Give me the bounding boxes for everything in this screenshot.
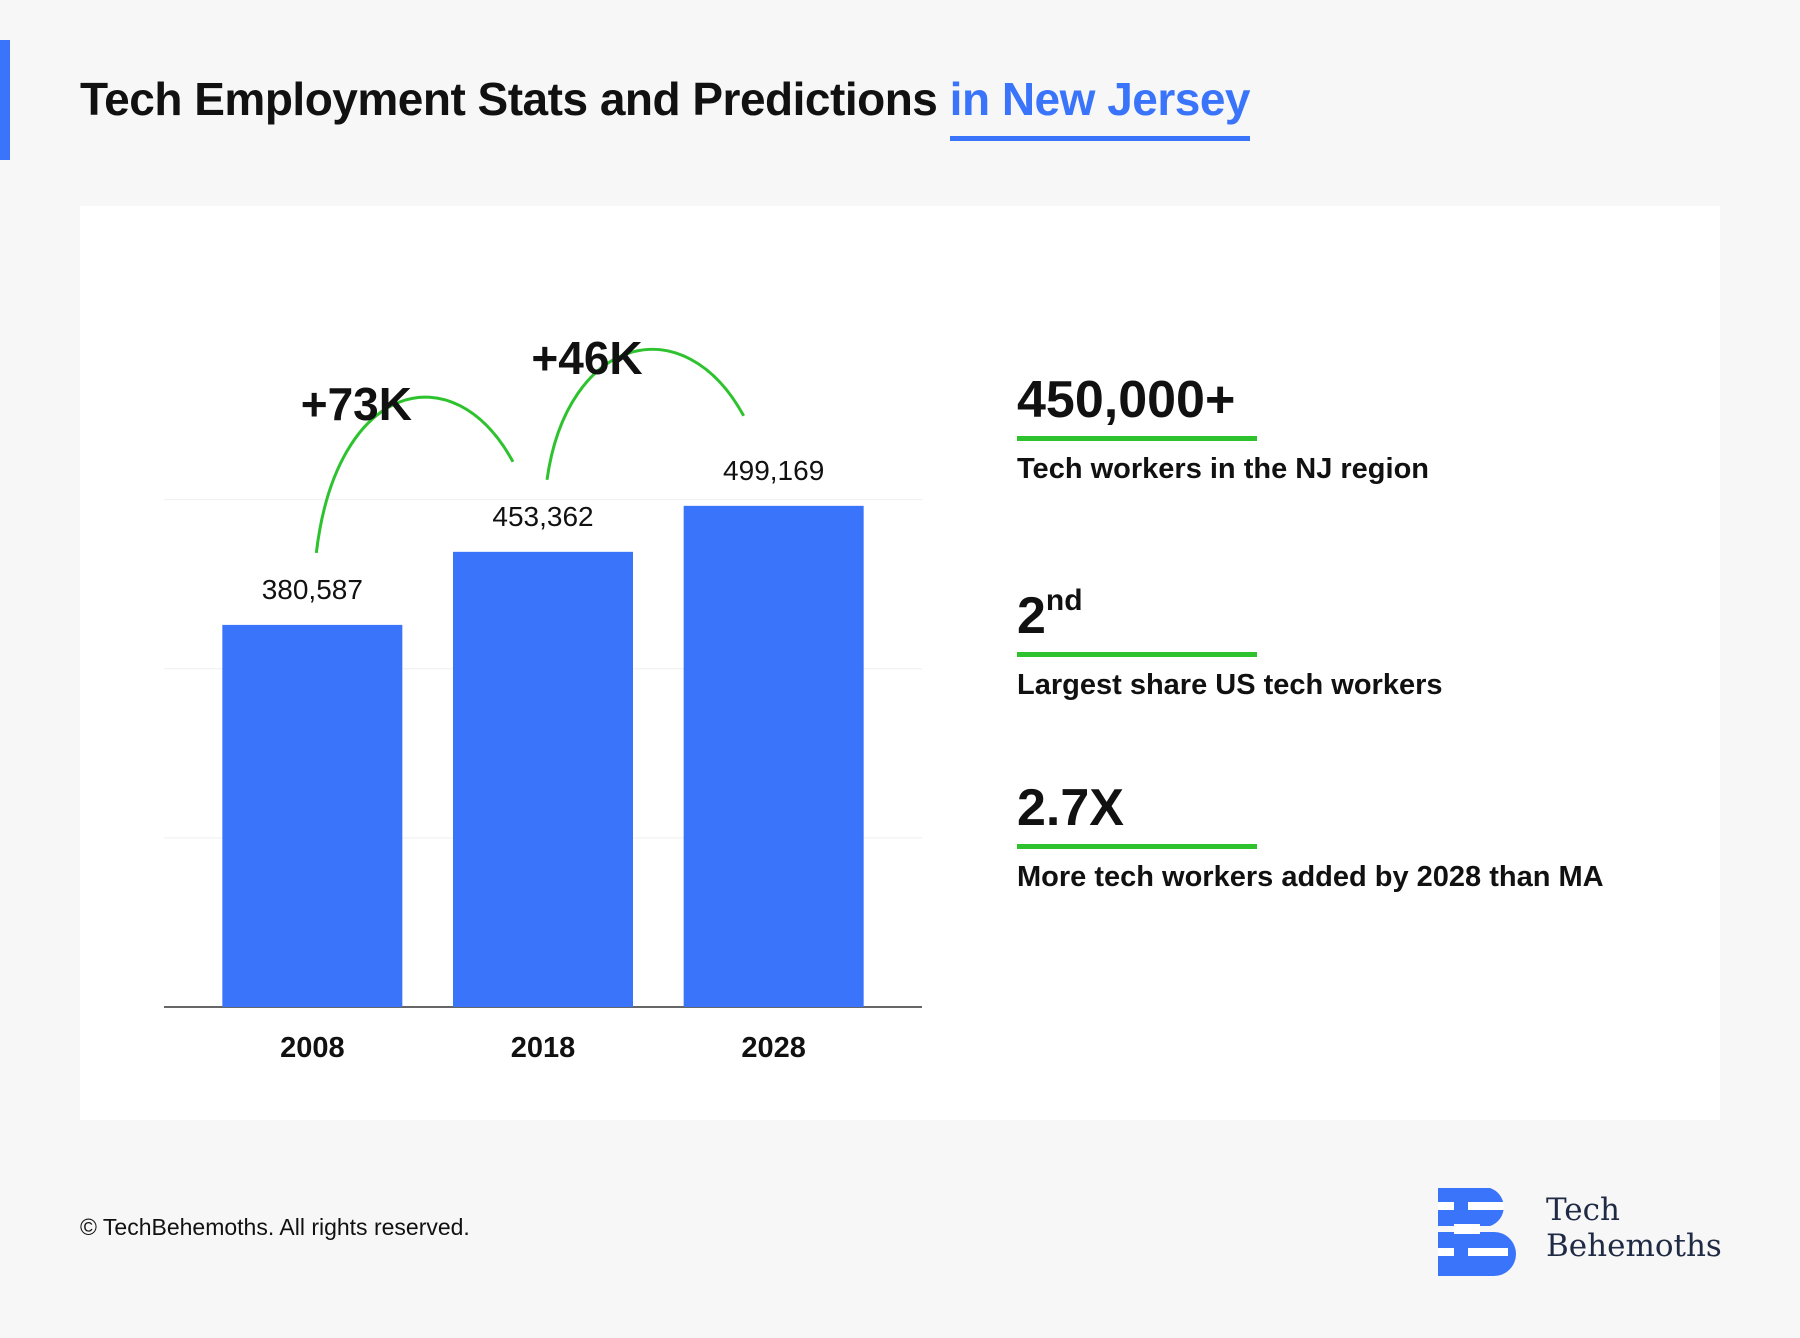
logo-text: Tech Behemoths	[1546, 1192, 1722, 1264]
x-tick-label: 2018	[511, 1032, 576, 1064]
title-highlight: in New Jersey	[949, 72, 1251, 141]
growth-label: +73K	[301, 378, 412, 430]
value-label: 453,362	[492, 501, 593, 532]
accent-bar	[0, 40, 10, 160]
bar-2018	[453, 551, 633, 1007]
stat-tech-workers: 450,000+ Tech workers in the NJ region	[1017, 374, 1429, 486]
x-tick-label: 2028	[741, 1032, 806, 1064]
value-label: 499,169	[723, 455, 824, 486]
logo-line-1: Tech	[1546, 1192, 1620, 1228]
x-tick-label: 2008	[280, 1032, 345, 1064]
stat-largest-share: 2nd Largest share US tech workers	[1017, 586, 1443, 702]
stat-underline	[1017, 652, 1257, 657]
stat-label: Largest share US tech workers	[1017, 669, 1443, 701]
stat-value: 2nd	[1017, 586, 1083, 645]
value-label: 380,587	[262, 574, 363, 605]
title-main: Tech Employment Stats and Predictions	[80, 73, 938, 125]
stat-value-suffix: nd	[1045, 584, 1083, 617]
bar-2008	[222, 624, 403, 1007]
growth-arc	[545, 347, 745, 481]
stat-label: More tech workers added by 2028 than MA	[1017, 861, 1604, 893]
bar-chart: 380,587 2008 453,362 2018 499,169 2028 +73K +4…	[164, 332, 922, 1064]
growth-arc	[314, 395, 515, 554]
logo-line-2: Behemoths	[1546, 1228, 1722, 1264]
stat-label: Tech workers in the NJ region	[1017, 453, 1430, 485]
techbehemoths-logo: Tech Behemoths	[1428, 1180, 1728, 1280]
stat-value: 450,000+	[1017, 371, 1236, 429]
stat-underline	[1017, 436, 1257, 441]
page-title: Tech Employment Stats and Predictions in…	[80, 72, 1251, 141]
stat-underline	[1017, 844, 1257, 849]
techbehemoths-logo-icon	[1438, 1188, 1516, 1276]
stat-value-number: 2	[1017, 587, 1046, 645]
growth-label: +46K	[531, 332, 642, 384]
copyright-text: © TechBehemoths. All rights reserved.	[80, 1214, 470, 1240]
stat-more-workers: 2.7X More tech workers added by 2028 tha…	[1017, 782, 1604, 894]
content-card: 380,587 2008 453,362 2018 499,169 2028 +73K +4…	[80, 206, 1720, 1120]
bar-2028	[683, 505, 864, 1007]
stat-value: 2.7X	[1017, 779, 1124, 837]
